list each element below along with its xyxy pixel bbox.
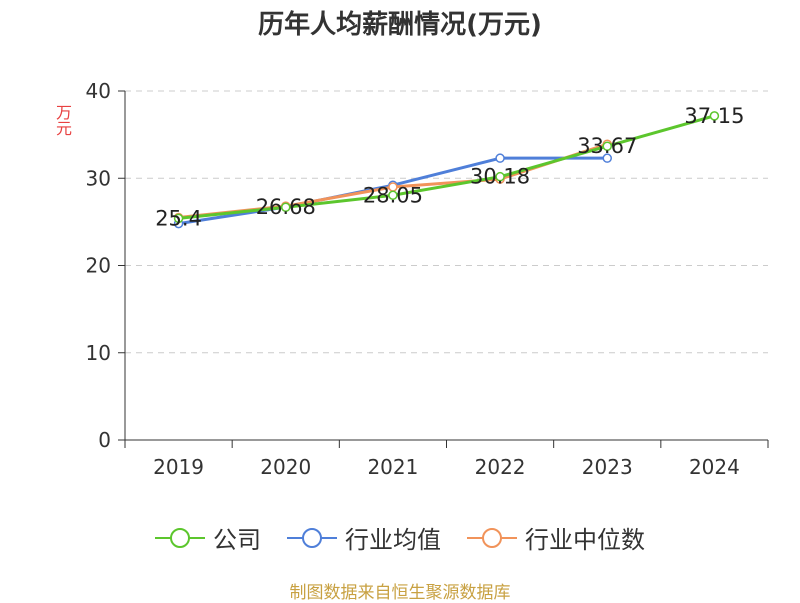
legend-label-industry-median: 行业中位数 xyxy=(525,526,645,554)
x-tick-label: 2023 xyxy=(582,455,633,479)
legend-marker-industry-average xyxy=(287,527,337,548)
data-point-0 xyxy=(281,202,291,212)
legend: 公司 行业均值 行业中位数 xyxy=(0,520,800,555)
x-tick-label: 2024 xyxy=(689,455,740,479)
data-point-0 xyxy=(173,213,184,224)
legend-item-industry-median[interactable]: 行业中位数 xyxy=(467,520,645,555)
data-point-1 xyxy=(495,153,505,163)
series-line-0 xyxy=(178,114,715,220)
data-point-0 xyxy=(388,190,398,201)
y-tick-label: 40 xyxy=(86,79,111,103)
data-point-1 xyxy=(602,153,612,163)
chart-title: 历年人均薪酬情况(万元) xyxy=(258,10,542,40)
data-label: 33.67 xyxy=(577,134,637,158)
legend-label-industry-average: 行业均值 xyxy=(345,526,441,554)
data-point-0 xyxy=(602,141,612,151)
data-point-0 xyxy=(495,171,505,182)
x-tick-label: 2019 xyxy=(153,455,204,479)
legend-label-company: 公司 xyxy=(213,526,261,554)
data-label: 37.15 xyxy=(684,104,744,128)
legend-marker-company xyxy=(155,527,205,548)
legend-item-company[interactable]: 公司 xyxy=(155,520,261,555)
y-tick-label: 20 xyxy=(86,254,111,278)
data-source-note: 制图数据来自恒生聚源数据库 xyxy=(289,583,511,603)
x-tick-label: 2021 xyxy=(367,455,418,479)
legend-item-industry-average[interactable]: 行业均值 xyxy=(287,520,441,555)
data-point-0 xyxy=(709,111,720,121)
y-tick-label: 30 xyxy=(86,166,111,190)
legend-marker-industry-median xyxy=(467,527,517,548)
data-label: 30.18 xyxy=(470,165,530,189)
data-label: 26.68 xyxy=(256,195,316,219)
y-tick-label: 0 xyxy=(98,428,111,452)
data-label: 25.4 xyxy=(155,206,202,230)
x-tick-label: 2020 xyxy=(260,455,311,479)
data-label: 28.05 xyxy=(363,183,423,207)
x-tick-label: 2022 xyxy=(475,455,526,479)
y-axis-label: 万元 xyxy=(53,104,72,136)
y-tick-label: 10 xyxy=(86,341,111,365)
